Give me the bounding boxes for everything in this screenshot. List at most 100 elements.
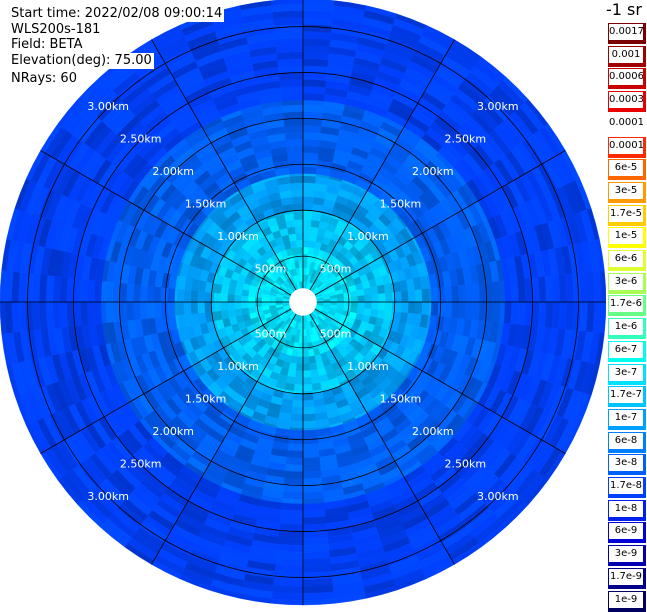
colorbar-cell: 1e-9 bbox=[608, 589, 646, 612]
ppi-gate bbox=[282, 491, 304, 500]
ppi-gate bbox=[302, 406, 315, 415]
range-ring-label: 2.00km bbox=[152, 425, 194, 438]
ppi-gate bbox=[551, 274, 561, 303]
ppi-gate bbox=[132, 301, 142, 320]
ppi-gate bbox=[139, 301, 148, 320]
range-ring-label: 3.00km bbox=[477, 100, 519, 113]
ppi-gate bbox=[458, 284, 467, 303]
ppi-gate bbox=[302, 436, 319, 445]
ppi-gate bbox=[52, 275, 62, 303]
ppi-gate bbox=[277, 536, 304, 546]
colorbar-cell: 3e-8 bbox=[608, 453, 646, 476]
ppi-gate bbox=[510, 301, 519, 325]
ppi-gate bbox=[384, 292, 393, 303]
ppi-gate bbox=[503, 301, 513, 325]
ppi-gate bbox=[227, 293, 235, 303]
ppi-gate bbox=[285, 463, 304, 473]
ppi-gate bbox=[302, 502, 326, 512]
colorbar-cell: 1e-5 bbox=[608, 226, 646, 249]
ppi-gate bbox=[302, 413, 316, 422]
colorbar-cell: 6e-8 bbox=[608, 430, 646, 453]
colorbar-tick-label: 6e-7 bbox=[609, 341, 643, 358]
ppi-gate bbox=[283, 477, 304, 486]
ppi-gate bbox=[309, 362, 318, 371]
ppi-spoke bbox=[40, 150, 304, 303]
ppi-gate bbox=[93, 279, 103, 303]
ppi-gate bbox=[183, 301, 192, 315]
ppi-gate bbox=[247, 296, 256, 303]
colorbar-cell: 1.7e-7 bbox=[608, 385, 646, 408]
ppi-gate bbox=[297, 349, 304, 358]
ppi-gate bbox=[286, 145, 304, 154]
ppi-gate bbox=[227, 301, 235, 311]
colorbar-tick-label: 3e-6 bbox=[609, 273, 643, 290]
ppi-gate bbox=[291, 196, 304, 205]
ppi-gate bbox=[363, 287, 372, 296]
ppi-gate bbox=[302, 543, 330, 553]
ppi-gate bbox=[407, 290, 416, 303]
range-ring-label: 2.50km bbox=[120, 133, 162, 146]
colorbar-cell: 1.7e-5 bbox=[608, 203, 646, 226]
ppi-spoke bbox=[151, 39, 304, 303]
ppi-gate bbox=[146, 301, 155, 319]
colorbar-tick-label: 1e-6 bbox=[609, 319, 643, 336]
ppi-grid bbox=[0, 0, 606, 605]
ppi-gate bbox=[302, 491, 324, 500]
ppi-gate bbox=[437, 286, 446, 303]
range-ring-label: 3.00km bbox=[87, 490, 129, 503]
ppi-gate bbox=[451, 301, 460, 319]
ppi-gate bbox=[350, 301, 359, 308]
ppi-gate bbox=[421, 288, 430, 303]
ppi-gate bbox=[292, 393, 304, 401]
ppi-gate bbox=[93, 301, 103, 325]
ppi-gate bbox=[254, 301, 263, 308]
ppi-gate bbox=[471, 301, 480, 321]
ppi-gate bbox=[302, 329, 307, 337]
range-ring-label: 1.50km bbox=[185, 198, 227, 211]
range-ring-label: 500m bbox=[255, 327, 287, 340]
ppi-gate bbox=[204, 301, 212, 313]
ppi-gate bbox=[302, 457, 321, 466]
ppi-gate bbox=[87, 301, 96, 325]
ppi-gate bbox=[302, 450, 320, 459]
ppi-gate bbox=[337, 297, 345, 303]
ppi-gate bbox=[288, 233, 297, 242]
ppi-gate bbox=[289, 420, 304, 429]
colorbar-cell: 0.0003 bbox=[608, 90, 646, 113]
ppi-gate bbox=[537, 301, 547, 328]
ppi-gate bbox=[298, 260, 304, 268]
range-ring-label: 2.50km bbox=[445, 133, 487, 146]
ppi-gate bbox=[444, 286, 453, 303]
ppi-gate bbox=[296, 356, 304, 365]
ppi-gate bbox=[285, 131, 304, 141]
ppi-gate bbox=[299, 274, 304, 282]
ppi-gate bbox=[414, 301, 423, 315]
ppi-gate bbox=[464, 301, 474, 320]
colorbar-cell: 0.001 bbox=[608, 44, 646, 67]
ppi-gate bbox=[167, 287, 176, 303]
ppi-gate bbox=[190, 301, 199, 314]
instrument-label: WLS200s-181 bbox=[11, 22, 103, 38]
ppi-gate bbox=[297, 253, 304, 262]
ppi-gate bbox=[430, 287, 439, 303]
ppi-gate bbox=[302, 429, 318, 438]
ppi-gate bbox=[302, 470, 322, 479]
colorbar-cell: 6e-5 bbox=[608, 158, 646, 181]
ppi-gate bbox=[330, 298, 338, 303]
ppi-gate bbox=[153, 286, 162, 303]
ppi-gate bbox=[234, 308, 243, 317]
colorbar-tick-label: 1.7e-5 bbox=[609, 205, 643, 222]
colorbar-cell: 6e-7 bbox=[608, 339, 646, 362]
colorbar-tick-label: 3e-8 bbox=[609, 455, 643, 472]
ppi-gate bbox=[302, 443, 319, 452]
ppi-gate bbox=[268, 301, 276, 306]
colorbar-cell: 3e-9 bbox=[608, 544, 646, 567]
range-ring-labels: 500m 1.00km 1.50km 2.00km 2.50km 3.00km 500m 1.… bbox=[87, 100, 518, 503]
ppi-gate bbox=[357, 301, 366, 309]
ppi-gate bbox=[299, 267, 304, 275]
range-ring-label: 1.00km bbox=[217, 360, 259, 373]
ppi-gate bbox=[284, 470, 304, 479]
ppi-gate bbox=[371, 293, 379, 303]
colorbar-tick-label: 0.0006 bbox=[609, 69, 643, 86]
ppi-gate bbox=[280, 92, 304, 102]
